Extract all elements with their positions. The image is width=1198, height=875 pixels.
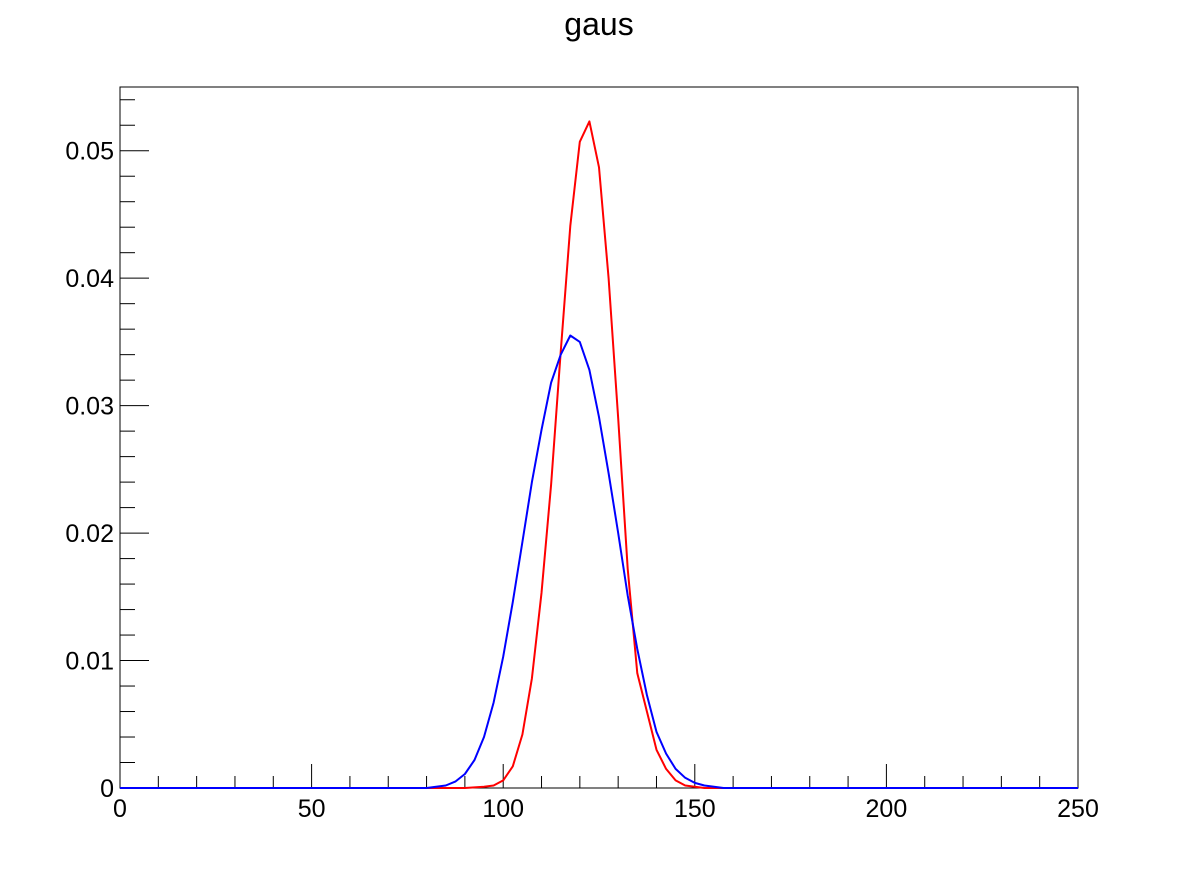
y-tick-label: 0.04: [65, 265, 114, 293]
plot-frame: [119, 86, 1079, 789]
y-tick-label: 0: [100, 775, 114, 803]
x-tick-label: 0: [113, 795, 127, 823]
series-layer: [120, 120, 1078, 789]
y-tick-label: 0.02: [65, 520, 114, 548]
y-tick-label: 0.05: [65, 138, 114, 166]
series-line-1: [120, 120, 1078, 789]
x-tick-label: 150: [674, 795, 716, 823]
series-line-2: [120, 334, 1078, 789]
x-tick-label: 50: [298, 795, 326, 823]
x-tick-label: 250: [1057, 795, 1099, 823]
ticks-layer: 0 50 100 150 200 250 0 0.01 0.02 0.03 0.04 0.05: [65, 99, 1099, 823]
x-tick-label: 200: [866, 795, 908, 823]
x-tick-label: 100: [482, 795, 524, 823]
chart-title: gaus: [564, 6, 633, 42]
y-tick-label: 0.03: [65, 393, 114, 421]
y-tick-label: 0.01: [65, 648, 114, 676]
